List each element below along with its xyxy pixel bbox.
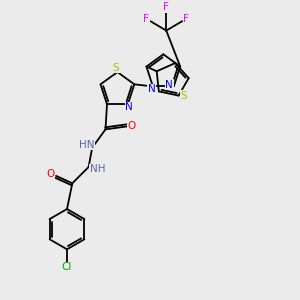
Text: N: N [166,80,173,90]
Text: N: N [125,102,133,112]
Text: O: O [46,169,55,179]
Text: F: F [184,14,189,24]
Text: F: F [143,14,149,24]
Text: HN: HN [79,140,94,150]
Text: S: S [112,63,119,73]
Text: Cl: Cl [62,262,72,272]
Text: O: O [128,122,136,131]
Text: F: F [164,2,169,13]
Text: S: S [181,91,187,100]
Text: N: N [148,84,155,94]
Text: NH: NH [90,164,105,174]
